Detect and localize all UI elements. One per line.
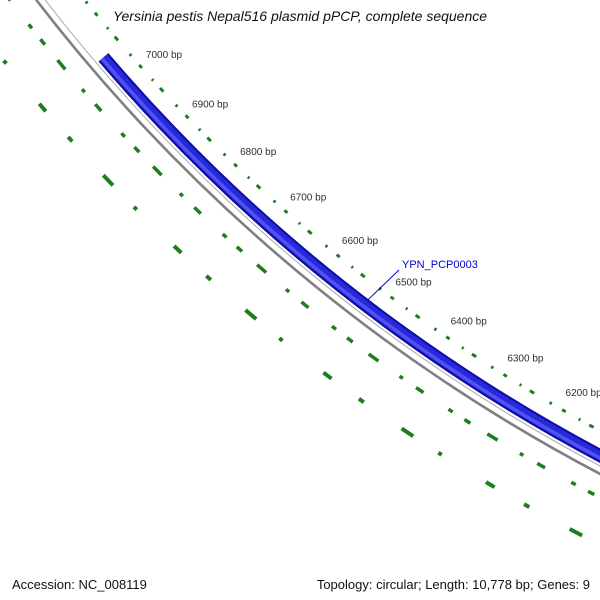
gene-arc-highlight: [100, 57, 600, 460]
gene-label-leader-line: [367, 269, 400, 301]
ruler-label-6500: 6500 bp: [395, 278, 432, 289]
ruler-label-6200: 6200 bp: [566, 388, 600, 399]
ruler-label-6300: 6300 bp: [507, 354, 544, 365]
ruler-label-6800: 6800 bp: [240, 147, 277, 158]
topology-summary-text: Topology: circular; Length: 10,778 bp; G…: [316, 577, 590, 592]
gene-arc[interactable]: [100, 54, 600, 531]
ruler-label-6700: 6700 bp: [290, 193, 327, 204]
ruler-label-6900: 6900 bp: [192, 100, 229, 111]
backbone-arc: [34, 0, 600, 476]
sequence-title: Yersinia pestis Nepal516 plasmid pPCP, c…: [112, 8, 488, 24]
backbone-arc-inner-edge: [44, 0, 600, 467]
ruler-label-7000: 7000 bp: [146, 50, 183, 61]
status-bar: Accession: NC_008119 Topology: circular;…: [12, 577, 590, 592]
annotation-track-outer-1: [7, 0, 600, 500]
accession-text: Accession: NC_008119: [12, 577, 147, 592]
ruler-label-6600: 6600 bp: [342, 236, 379, 247]
gene-label[interactable]: YPN_PCP0003: [402, 259, 478, 271]
ruler-label-6400: 6400 bp: [451, 317, 488, 328]
